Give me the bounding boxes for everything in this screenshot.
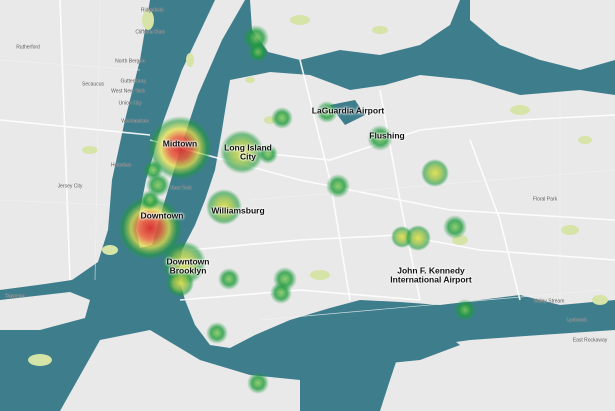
place-label-east-rockaway: East Rockaway — [572, 337, 608, 344]
place-label-bayonne: Bayonne — [5, 293, 25, 300]
place-label-flushing: Flushing — [369, 130, 405, 141]
jamaica-bay — [300, 318, 460, 365]
place-label-north-bergen: North Bergen — [115, 58, 145, 65]
place-label-hoboken: Hoboken — [110, 162, 132, 169]
place-label-weehawken: Weehawken — [121, 118, 149, 125]
long-island-sound — [440, 40, 600, 88]
upper-east-land — [470, 0, 615, 70]
heatmap-layer — [118, 25, 476, 394]
place-label-union-city: Union City — [118, 100, 142, 107]
bronx-land — [250, 0, 460, 60]
place-label-new-york: New York — [170, 185, 192, 192]
heat-downtown — [118, 196, 182, 260]
new-jersey-land — [0, 0, 150, 290]
place-label-lynbrook: Lynbrook — [566, 317, 588, 324]
place-label-valley-stream: Valley Stream — [533, 298, 565, 305]
flushing-bay — [330, 100, 365, 125]
place-label-west-new-york: West New York — [111, 88, 145, 95]
heat-lic — [220, 130, 264, 174]
heat-williamsburg — [206, 189, 242, 225]
place-label-secaucus: Secaucus — [82, 81, 104, 88]
place-label-guttenberg: Guttenberg — [120, 78, 146, 85]
place-label-laguardia-airport: LaGuardia Airport — [311, 105, 385, 116]
bayonne-land — [0, 292, 90, 330]
place-label-midtown: Midtown — [162, 138, 198, 149]
parks — [28, 10, 608, 366]
place-label-downtown: Downtown — [140, 210, 184, 221]
place-label-long-island-city: Long Island City — [224, 142, 272, 162]
heat-midtown — [148, 116, 212, 180]
place-label-jfk-airport: John F. Kennedy International Airport — [390, 265, 472, 285]
place-label-rutherford: Rutherford — [16, 44, 40, 51]
place-label-cliffside-park: Cliffside Park — [135, 29, 165, 36]
place-label-downtown-brooklyn: Downtown Brooklyn — [166, 256, 210, 276]
heat-flushing — [367, 125, 393, 151]
southern-land — [60, 330, 300, 411]
place-label-floral-park: Floral Park — [532, 196, 558, 203]
heat-laguardia — [316, 101, 338, 123]
place-label-ridgefield: Ridgefield — [140, 7, 164, 14]
place-label-jersey-city: Jersey City — [57, 183, 83, 190]
place-label-williamsburg: Williamsburg — [211, 205, 265, 216]
